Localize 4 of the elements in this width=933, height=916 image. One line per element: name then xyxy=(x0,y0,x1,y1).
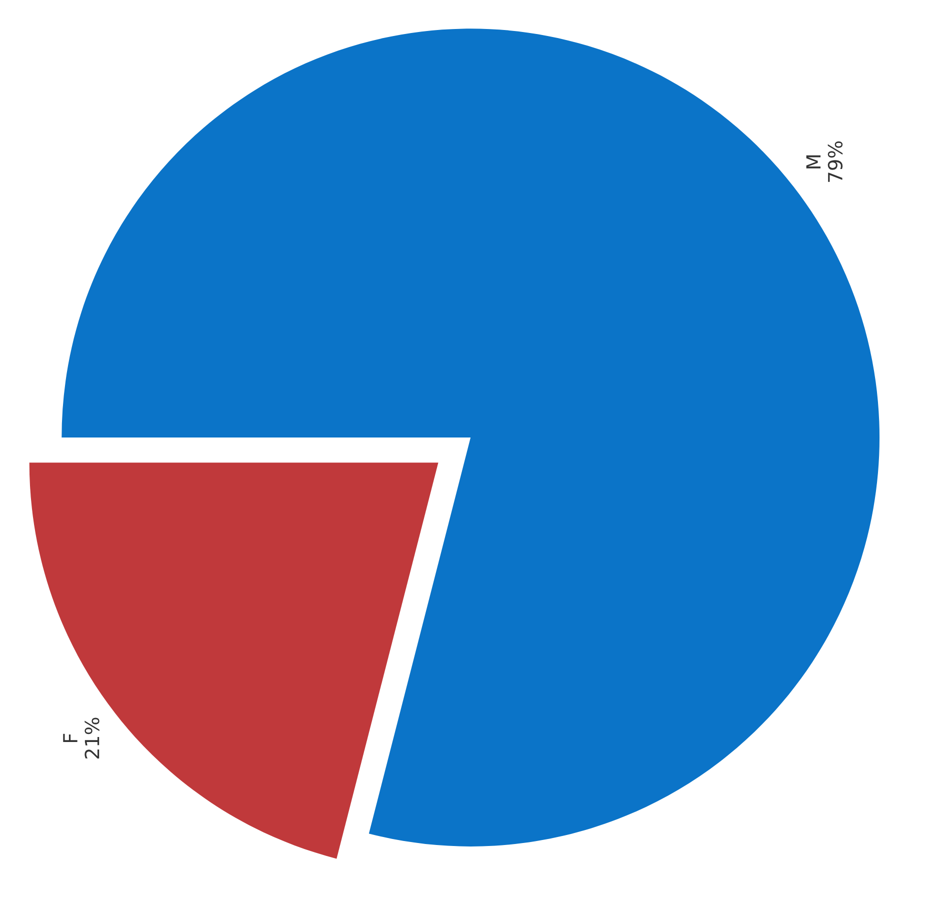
slice-label: M xyxy=(806,155,820,168)
data-label: 79% xyxy=(828,141,843,182)
slice-label: F xyxy=(63,734,78,742)
data-label: 21% xyxy=(84,718,100,758)
